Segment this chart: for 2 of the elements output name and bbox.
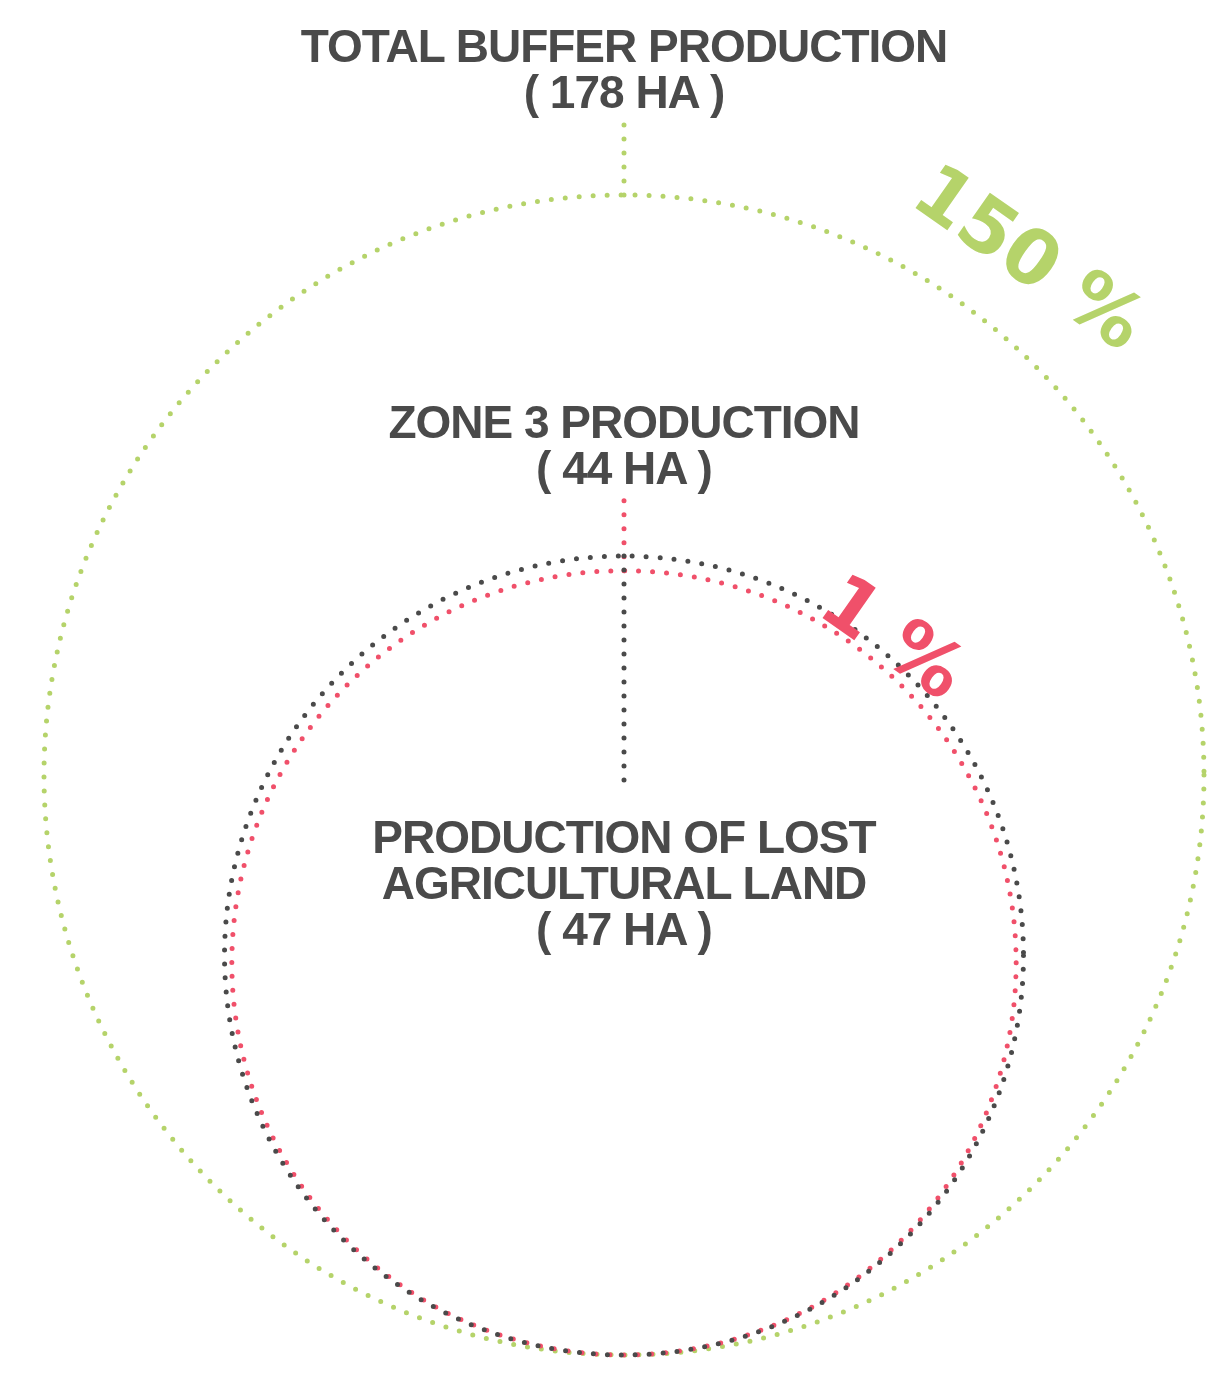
text: 1 %	[804, 554, 983, 717]
text: 150 %	[897, 144, 1163, 368]
